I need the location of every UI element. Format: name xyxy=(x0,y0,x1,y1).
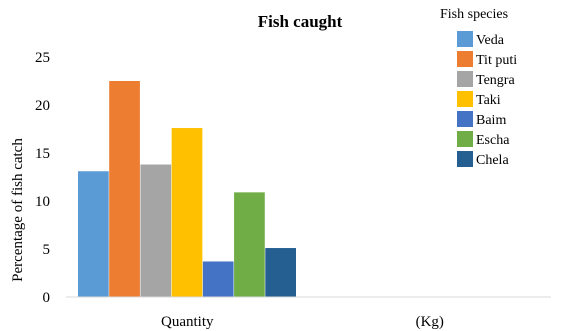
y-tick-label: 15 xyxy=(35,146,50,162)
bar-escha xyxy=(234,192,265,297)
legend-entry-label: Escha xyxy=(476,133,510,148)
legend-swatch xyxy=(457,31,473,47)
bar-tit-puti xyxy=(109,81,140,297)
bar-baim xyxy=(202,261,234,297)
legend-swatch xyxy=(457,131,473,147)
y-tick-label: 0 xyxy=(43,290,51,306)
legend-entry-label: Chela xyxy=(476,153,509,168)
bar-taki xyxy=(171,128,203,297)
y-tick-label: 10 xyxy=(35,194,50,210)
y-tick-label: 20 xyxy=(35,98,50,114)
legend-swatch xyxy=(457,71,473,87)
y-tick-label: 5 xyxy=(43,242,51,258)
y-axis-ticks: 0 5 10 15 20 25 xyxy=(35,50,50,306)
y-axis-label: Percentage of fish catch xyxy=(10,138,26,282)
bars-group xyxy=(78,81,296,297)
legend: Fish species Veda Tit puti Tengra Taki Baim E… xyxy=(440,7,517,168)
legend-entry-label: Veda xyxy=(476,33,505,48)
legend-entry-label: Tengra xyxy=(476,73,515,88)
legend-swatch xyxy=(457,151,473,167)
chart-title: Fish caught xyxy=(258,12,343,31)
bar-tengra xyxy=(140,164,172,297)
x-tick-label: (Kg) xyxy=(416,314,444,330)
legend-swatch xyxy=(457,51,473,67)
bar-veda xyxy=(78,171,109,297)
bar-chela xyxy=(265,248,296,297)
legend-swatch xyxy=(457,91,473,107)
legend-entry-label: Baim xyxy=(476,113,506,128)
y-tick-label: 25 xyxy=(35,50,50,66)
legend-entry-label: Taki xyxy=(476,93,501,108)
legend-swatch xyxy=(457,111,473,127)
legend-title: Fish species xyxy=(440,7,508,22)
x-tick-label: Quantity xyxy=(161,314,214,330)
legend-entry-label: Tit puti xyxy=(476,53,517,68)
x-axis-ticks: Quantity (Kg) xyxy=(161,314,444,330)
